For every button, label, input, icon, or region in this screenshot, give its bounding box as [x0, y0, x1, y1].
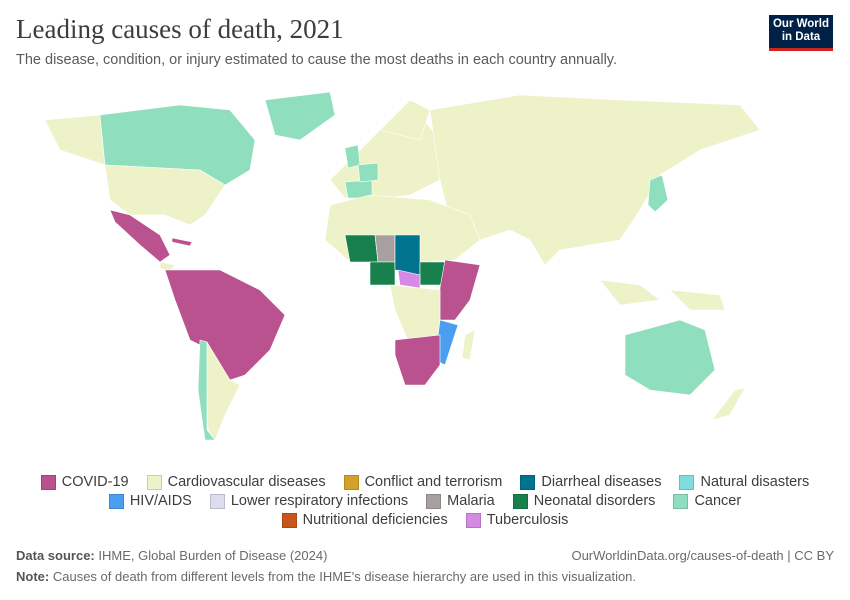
legend-item[interactable]: Malaria	[426, 493, 495, 509]
country[interactable]	[461, 329, 476, 361]
country[interactable]	[171, 237, 193, 247]
legend-label: Cardiovascular diseases	[167, 474, 326, 490]
legend-label: HIV/AIDS	[129, 493, 192, 509]
country[interactable]	[711, 387, 746, 421]
legend-swatch	[146, 474, 162, 490]
logo[interactable]: Our World in Data	[769, 15, 833, 51]
legend-swatch	[281, 512, 297, 528]
country[interactable]	[164, 269, 286, 381]
country[interactable]	[397, 269, 421, 289]
country[interactable]	[394, 234, 421, 276]
legend-item[interactable]: Conflict and terrorism	[343, 474, 503, 490]
legend-swatch	[40, 474, 56, 490]
legend-swatch	[679, 474, 695, 490]
legend-item[interactable]: COVID-19	[40, 474, 129, 490]
country[interactable]	[624, 319, 716, 396]
source-text: IHME, Global Burden of Disease (2024)	[98, 548, 328, 563]
legend-swatch	[673, 493, 689, 509]
country[interactable]	[439, 259, 481, 321]
country[interactable]	[44, 114, 106, 166]
legend-label: Conflict and terrorism	[364, 474, 503, 490]
legend-label: Neonatal disorders	[533, 493, 656, 509]
legend-item[interactable]: Cancer	[673, 493, 741, 509]
country[interactable]	[369, 261, 396, 286]
legend-label: Natural disasters	[700, 474, 810, 490]
country[interactable]	[357, 162, 379, 183]
legend-label: Malaria	[447, 493, 495, 509]
legend-item[interactable]: Diarrheal diseases	[520, 474, 661, 490]
world-map	[44, 91, 761, 441]
logo-line: in Data	[781, 31, 821, 43]
legend-swatch	[108, 493, 124, 509]
footer: Data source: IHME, Global Burden of Dise…	[16, 548, 834, 563]
country[interactable]	[344, 144, 361, 169]
legend-swatch	[343, 474, 359, 490]
country[interactable]	[264, 91, 336, 141]
legend-swatch	[209, 493, 225, 509]
legend: COVID-19 Cardiovascular diseases Conflict …	[30, 474, 820, 528]
note-label: Note:	[16, 569, 50, 584]
legend-item[interactable]: HIV/AIDS	[108, 493, 192, 509]
legend-item[interactable]: Lower respiratory infections	[209, 493, 409, 509]
country[interactable]	[109, 209, 171, 263]
note-text: Causes of death from different levels fr…	[52, 569, 637, 584]
country[interactable]	[344, 234, 379, 263]
country[interactable]	[104, 164, 226, 226]
legend-item[interactable]: Nutritional deficiencies	[281, 512, 448, 528]
url[interactable]: OurWorldinData.org/causes-of-death | CC …	[571, 548, 834, 563]
note: Note: Causes of death from different lev…	[16, 569, 636, 584]
country[interactable]	[374, 234, 396, 263]
country[interactable]	[197, 339, 216, 441]
source-label: Data source:	[16, 548, 95, 563]
legend-swatch	[520, 474, 536, 490]
legend-item[interactable]: Neonatal disorders	[512, 493, 656, 509]
subtitle: The disease, condition, or injury estima…	[16, 52, 618, 68]
legend-label: Tuberculosis	[486, 512, 569, 528]
legend-label: Nutritional deficiencies	[302, 512, 448, 528]
country[interactable]	[394, 334, 441, 386]
logo-line: Our World	[772, 18, 829, 30]
legend-label: Lower respiratory infections	[230, 493, 409, 509]
country[interactable]	[647, 174, 669, 213]
legend-label: COVID-19	[61, 474, 129, 490]
title: Leading causes of death, 2021	[16, 14, 344, 44]
legend-item[interactable]: Natural disasters	[679, 474, 809, 490]
legend-item[interactable]: Tuberculosis	[465, 512, 569, 528]
country[interactable]	[599, 279, 726, 311]
legend-label: Cancer	[694, 493, 742, 509]
source: Data source: IHME, Global Burden of Dise…	[16, 548, 327, 563]
legend-swatch	[465, 512, 481, 528]
legend-swatch	[426, 493, 442, 509]
legend-label: Diarrheal diseases	[541, 474, 662, 490]
legend-swatch	[512, 493, 528, 509]
legend-item[interactable]: Cardiovascular diseases	[146, 474, 326, 490]
